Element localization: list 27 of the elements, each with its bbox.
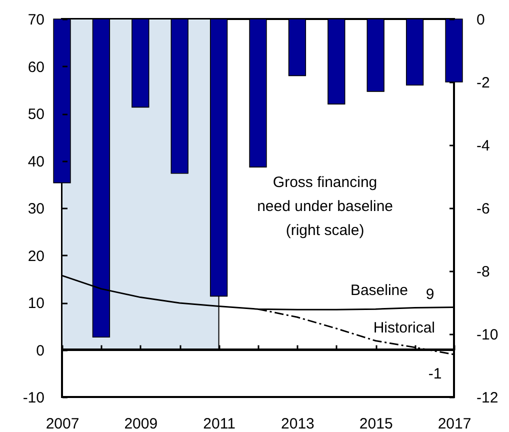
x-tick-label: 2007 — [46, 416, 80, 432]
y-tick-label: 70 — [28, 12, 44, 28]
y-tick-label: 20 — [28, 248, 44, 265]
x-tick-label: 2017 — [438, 416, 472, 432]
y2-tick-label: -12 — [476, 390, 498, 406]
y-tick-label: 10 — [28, 295, 44, 312]
series-label: Baseline — [350, 282, 408, 300]
series-label: Gross financing need under baseline (right scale) — [257, 174, 394, 239]
y-tick-label: 0 — [36, 342, 44, 360]
y2-tick-label: -4 — [476, 138, 490, 154]
y2-tick-label: -8 — [476, 264, 490, 280]
x-tick-label: 2015 — [359, 416, 393, 432]
y-tick-label: 40 — [28, 153, 44, 170]
y-tick-label: 50 — [28, 106, 44, 123]
y-tick-label: -10 — [22, 390, 44, 406]
x-tick-label: 2013 — [281, 416, 314, 432]
y2-tick-label: -10 — [476, 326, 498, 344]
x-tick-label: 2009 — [124, 416, 158, 432]
series-label: Historical — [373, 319, 435, 336]
y2-tick-label: -2 — [476, 74, 490, 92]
y-tick-label: 60 — [28, 58, 44, 76]
data-label: 9 — [426, 286, 434, 304]
x-tick-label: 2011 — [203, 416, 236, 432]
data-label: -1 — [428, 365, 442, 382]
y2-tick-label: 0 — [476, 12, 485, 28]
y-tick-label: 30 — [28, 200, 44, 218]
y2-tick-label: -6 — [476, 200, 490, 218]
